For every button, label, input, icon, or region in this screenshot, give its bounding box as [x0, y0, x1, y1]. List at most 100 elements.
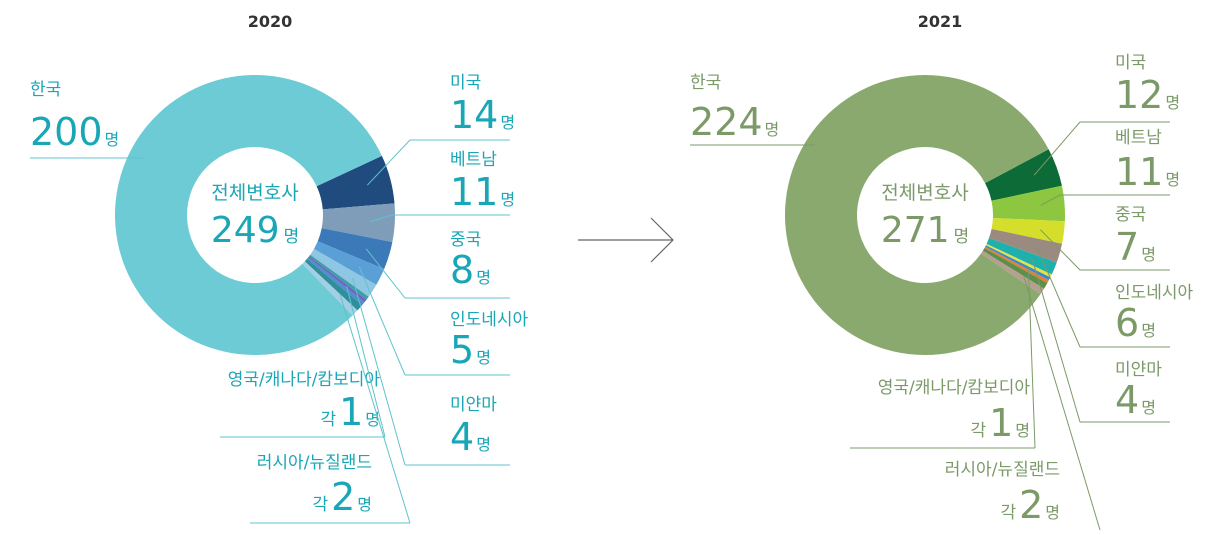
- total-value: 249: [211, 210, 280, 251]
- category-label: 인도네시아: [1115, 283, 1194, 303]
- value-number: 1: [989, 401, 1013, 445]
- value-unit: 명: [1165, 170, 1180, 189]
- donut-slice: [316, 155, 395, 210]
- value-number: 7: [1115, 225, 1139, 269]
- leader-line: [1027, 267, 1036, 449]
- category-label: 미얀마: [450, 395, 497, 415]
- value-unit: 명: [1015, 421, 1030, 440]
- value-number: 5: [450, 328, 474, 372]
- value-label: 224 명: [690, 100, 779, 144]
- value-number: 12: [1115, 73, 1163, 117]
- total-value: 271: [881, 210, 950, 251]
- category-label: 영국/캐나다/캄보디아: [228, 370, 381, 390]
- donut-slice: [985, 245, 1051, 281]
- leader-line: [1036, 246, 1081, 348]
- value-number: 2: [331, 475, 355, 519]
- category-label: 영국/캐나다/캄보디아: [878, 378, 1031, 398]
- category-label: 베트남: [450, 150, 497, 170]
- center-label: 전체변호사: [881, 182, 968, 204]
- leader-line: [1039, 229, 1081, 271]
- arrow-head: [650, 217, 674, 263]
- leader-line: [370, 214, 393, 222]
- leader-line: [1040, 194, 1061, 206]
- donut-slice: [309, 254, 369, 300]
- donut-slice: [988, 228, 1063, 263]
- each-label: 각: [1000, 503, 1016, 523]
- value-unit: 명: [476, 268, 491, 287]
- donut-slice: [310, 248, 377, 297]
- value-label: 200 명: [30, 110, 119, 154]
- donut-slice: [302, 261, 358, 316]
- category-label: 베트남: [1115, 128, 1162, 148]
- value-number: 200: [30, 110, 103, 154]
- value-unit: 명: [365, 410, 380, 429]
- value-unit: 명: [357, 495, 372, 514]
- each-label: 각: [312, 495, 328, 515]
- value-number: 8: [450, 248, 474, 292]
- arrow: [578, 217, 674, 263]
- value-unit: 명: [1141, 321, 1156, 340]
- center-total: 271 명: [881, 210, 969, 251]
- value-number: 1: [339, 390, 363, 434]
- donut-slice: [981, 250, 1045, 295]
- value-label: 각1 명: [320, 390, 380, 434]
- leader-line: [1031, 259, 1081, 423]
- value-unit: 명: [500, 190, 515, 209]
- value-number: 11: [1115, 150, 1163, 194]
- category-label: 미국: [450, 73, 481, 93]
- donut-slice: [986, 238, 1057, 275]
- donut-slice: [304, 258, 363, 311]
- leader-line: [358, 266, 406, 376]
- category-label: 인도네시아: [450, 310, 529, 330]
- center-total: 249 명: [211, 210, 299, 251]
- category-label: 한국: [690, 73, 721, 93]
- chart-title: 2020: [248, 12, 293, 31]
- value-unit: 명: [1141, 398, 1156, 417]
- center-label: 전체변호사: [211, 182, 298, 204]
- value-label: 각2 명: [1000, 483, 1060, 527]
- category-label: 미얀마: [1115, 360, 1162, 380]
- donut-slice: [308, 256, 367, 303]
- donut-slice: [321, 203, 395, 243]
- leader-line: [346, 286, 386, 438]
- donut-slice: [982, 248, 1048, 289]
- total-unit: 명: [954, 227, 970, 247]
- value-unit: 명: [476, 348, 491, 367]
- value-label: 14 명: [450, 93, 515, 137]
- leader-line: [339, 294, 411, 524]
- category-label: 한국: [30, 80, 61, 100]
- value-unit: 명: [1045, 503, 1060, 522]
- value-number: 4: [1115, 378, 1139, 422]
- donut-slice: [991, 185, 1065, 222]
- value-label: 각1 명: [970, 401, 1030, 445]
- total-unit: 명: [284, 227, 300, 247]
- value-unit: 명: [1165, 93, 1180, 112]
- donut-slice: [984, 246, 1049, 284]
- value-label: 12 명: [1115, 73, 1180, 117]
- chart-title: 2021: [918, 12, 963, 31]
- value-number: 14: [450, 93, 498, 137]
- value-unit: 명: [476, 435, 491, 454]
- value-unit: 명: [1141, 245, 1156, 264]
- donut-slice: [307, 257, 365, 306]
- donut-slice: [991, 218, 1065, 244]
- category-label: 러시아/뉴질랜드: [257, 453, 372, 473]
- value-number: 4: [450, 415, 474, 459]
- donut-slice: [114, 75, 382, 356]
- value-number: 6: [1115, 301, 1139, 345]
- value-unit: 명: [105, 130, 120, 149]
- value-unit: 명: [500, 113, 515, 132]
- value-number: 2: [1019, 483, 1043, 527]
- value-unit: 명: [765, 120, 780, 139]
- leader-line: [352, 277, 406, 466]
- value-label: 11 명: [1115, 150, 1180, 194]
- category-label: 미국: [1115, 53, 1146, 73]
- donut-slice: [313, 241, 385, 285]
